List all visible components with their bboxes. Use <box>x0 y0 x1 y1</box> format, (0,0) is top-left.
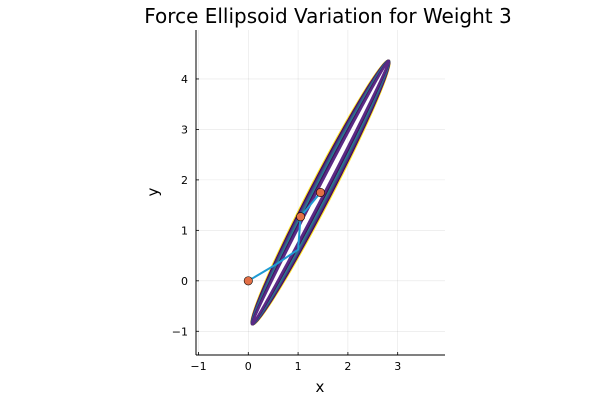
y-tick-label: 0 <box>181 275 188 288</box>
y-axis-label: y <box>144 187 162 196</box>
x-tick-label: −1 <box>190 360 206 373</box>
force-ellipsoids <box>250 59 391 326</box>
series-line <box>247 191 322 282</box>
x-tick-label: 1 <box>295 360 302 373</box>
y-tick-label: −1 <box>172 325 188 338</box>
tick-labels: −1 0 1 2 3 −1 0 1 2 3 4 <box>172 73 401 373</box>
y-tick-label: 2 <box>181 174 188 187</box>
x-tick-label: 3 <box>394 360 401 373</box>
x-tick-label: 0 <box>245 360 252 373</box>
y-tick-label: 4 <box>181 73 188 86</box>
chart-title: Force Ellipsoid Variation for Weight 3 <box>144 4 511 28</box>
y-tick-label: 3 <box>181 123 188 136</box>
x-axis-label: x <box>316 378 325 396</box>
data-point <box>315 188 325 198</box>
data-series <box>243 188 325 286</box>
x-tick-label: 2 <box>344 360 351 373</box>
force-ellipsoid-9 <box>251 59 390 326</box>
data-point <box>296 212 306 222</box>
data-point <box>243 276 253 286</box>
y-tick-label: 1 <box>181 224 188 237</box>
axes <box>195 30 445 356</box>
